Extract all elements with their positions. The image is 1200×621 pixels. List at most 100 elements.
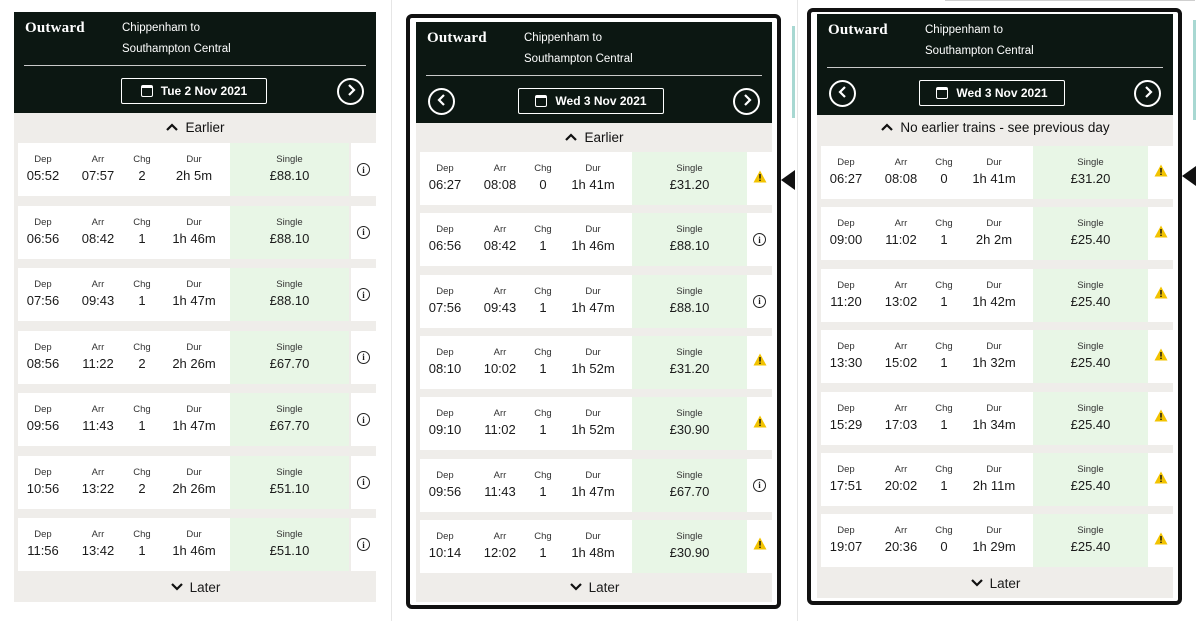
later-trains-link[interactable]: Later — [416, 572, 772, 602]
previous-day-button[interactable] — [829, 80, 856, 107]
journey-row[interactable]: Dep 09:56 Arr 11:43 Chg 1 Dur 1h 47m Single £67.7… — [14, 393, 376, 446]
fare-cell[interactable]: Single £25.40 — [1033, 453, 1148, 506]
date-picker-button[interactable]: Tue 2 Nov 2021 — [121, 78, 267, 104]
fare-cell[interactable]: Single £88.10 — [230, 268, 349, 321]
journey-row[interactable]: Dep 09:00 Arr 11:02 Chg 1 Dur 2h 2m Single £25.40 — [817, 207, 1173, 261]
fare-cell[interactable]: Single £51.10 — [230, 518, 349, 571]
dep-cell: Dep 19:07 — [821, 514, 871, 567]
dep-value: 17:51 — [829, 478, 863, 493]
dur-cell: Dur 1h 41m — [568, 152, 618, 205]
earlier-trains-link[interactable]: Earlier — [416, 123, 772, 151]
date-picker-button[interactable]: Wed 3 Nov 2021 — [919, 80, 1065, 106]
journey-row[interactable]: Dep 10:56 Arr 13:22 Chg 2 Dur 2h 26m Single £51.1… — [14, 455, 376, 509]
fare-cell[interactable]: Single £31.20 — [1033, 146, 1148, 199]
journey-row[interactable]: Dep 05:52 Arr 07:57 Chg 2 Dur 2h 5m Single £88.10… — [14, 143, 376, 196]
fare-cell[interactable]: Single £88.10 — [632, 274, 747, 328]
fare-cell[interactable]: Single £25.40 — [1033, 514, 1148, 568]
journey-row[interactable]: Dep 08:56 Arr 11:22 Chg 2 Dur 2h 26m Single £67.7… — [14, 330, 376, 384]
journey-row[interactable]: Dep 15:29 Arr 17:03 Chg 1 Dur 1h 34m Single £25.4… — [817, 391, 1173, 445]
fare-cell[interactable]: Single £25.40 — [1033, 391, 1148, 445]
journey-info-button[interactable] — [747, 519, 772, 573]
fare-cell[interactable]: Single £25.40 — [1033, 330, 1148, 384]
journey-details — [18, 518, 230, 571]
journey-info-button[interactable] — [1148, 207, 1173, 261]
journey-info-button[interactable] — [1148, 391, 1173, 445]
journey-row[interactable]: Dep 06:27 Arr 08:08 Chg 0 Dur 1h 41m Single £31.2… — [416, 152, 772, 205]
later-label: Later — [989, 575, 1021, 591]
fare-cell[interactable]: Single £67.70 — [230, 330, 349, 384]
chg-label: Chg — [133, 341, 151, 353]
fare-cell[interactable]: Single £67.70 — [632, 458, 747, 512]
journey-row[interactable]: Dep 11:20 Arr 13:02 Chg 1 Dur 1h 42m Single £25.4… — [817, 268, 1173, 322]
journey-info-button[interactable]: i — [351, 455, 376, 509]
journey-info-button[interactable] — [747, 152, 772, 205]
dur-label: Dur — [585, 224, 601, 236]
journey-row[interactable]: Dep 07:56 Arr 09:43 Chg 1 Dur 1h 47m Single £88.1… — [416, 274, 772, 328]
arr-value: 12:02 — [483, 544, 517, 560]
fare-cell[interactable]: Single £30.90 — [632, 397, 747, 451]
arr-cell: Arr 09:43 — [73, 268, 123, 321]
journey-row[interactable]: Dep 09:56 Arr 11:43 Chg 1 Dur 1h 47m Single £67.7… — [416, 458, 772, 512]
next-day-button[interactable] — [733, 88, 760, 115]
journey-row[interactable]: Dep 09:10 Arr 11:02 Chg 1 Dur 1h 52m Single £30.9… — [416, 397, 772, 451]
later-trains-link[interactable]: Later — [14, 572, 376, 602]
journey-row[interactable]: Dep 06:27 Arr 08:08 Chg 0 Dur 1h 41m Single £31.2… — [817, 146, 1173, 199]
journey-row[interactable]: Dep 08:10 Arr 10:02 Chg 1 Dur 1h 52m Single £31.2… — [416, 335, 772, 389]
journey-row[interactable]: Dep 17:51 Arr 20:02 Chg 1 Dur 2h 11m Single £25.4… — [817, 453, 1173, 506]
fare-cell[interactable]: Single £51.10 — [230, 455, 349, 509]
journey-row[interactable]: Dep 13:30 Arr 15:02 Chg 1 Dur 1h 32m Single £25.4… — [817, 330, 1173, 384]
fare-cell[interactable]: Single £25.40 — [1033, 268, 1148, 322]
dep-label: Dep — [436, 224, 454, 236]
earlier-trains-link[interactable]: Earlier — [14, 113, 376, 141]
journey-row[interactable]: Dep 11:56 Arr 13:42 Chg 1 Dur 1h 46m Single £51.1… — [14, 518, 376, 571]
fare-cell[interactable]: Single £88.10 — [632, 213, 747, 267]
journey-info-button[interactable] — [747, 335, 772, 389]
dur-label: Dur — [986, 525, 1002, 537]
chg-label: Chg — [935, 218, 953, 230]
journey-info-button[interactable]: i — [747, 213, 772, 267]
next-day-button[interactable] — [1134, 80, 1161, 107]
journey-row[interactable]: Dep 10:14 Arr 12:02 Chg 1 Dur 1h 48m Single £30.9… — [416, 519, 772, 573]
next-day-button[interactable] — [337, 78, 364, 105]
journey-info-button[interactable]: i — [747, 458, 772, 512]
route-text: Chippenham to Southampton Central — [524, 28, 714, 70]
fare-cell[interactable]: Single £88.10 — [230, 205, 349, 259]
chg-label: Chg — [935, 525, 953, 537]
journey-info-button[interactable]: i — [747, 274, 772, 328]
journey-info-button[interactable] — [1148, 514, 1173, 568]
journey-row[interactable]: Dep 19:07 Arr 20:36 Chg 0 Dur 1h 29m Single £25.4… — [817, 514, 1173, 568]
journey-info-button[interactable]: i — [351, 518, 376, 571]
chg-label: Chg — [534, 163, 552, 174]
fare-cell[interactable]: Single £31.20 — [632, 335, 747, 389]
journey-row[interactable]: Dep 06:56 Arr 08:42 Chg 1 Dur 1h 46m Single £88.1… — [14, 205, 376, 259]
later-label: Later — [189, 579, 221, 595]
journey-row[interactable]: Dep 07:56 Arr 09:43 Chg 1 Dur 1h 47m Single £88.1… — [14, 268, 376, 321]
fare-cell[interactable]: Single £67.70 — [230, 393, 349, 446]
journey-details — [18, 393, 230, 446]
journey-info-button[interactable]: i — [351, 268, 376, 321]
fare-type-label: Single — [1077, 464, 1104, 475]
fare-cell[interactable]: Single £25.40 — [1033, 207, 1148, 261]
journey-info-button[interactable] — [1148, 330, 1173, 384]
journey-info-button[interactable] — [1148, 268, 1173, 322]
fare-cell[interactable]: Single £88.10 — [230, 143, 349, 196]
date-picker-button[interactable]: Wed 3 Nov 2021 — [518, 88, 664, 114]
fare-cell[interactable]: Single £30.90 — [632, 519, 747, 573]
journey-info-button[interactable]: i — [351, 205, 376, 259]
earlier-trains-link[interactable]: No earlier trains - see previous day — [817, 115, 1173, 139]
journey-info-button[interactable]: i — [351, 143, 376, 196]
later-trains-link[interactable]: Later — [817, 568, 1173, 598]
arr-value: 09:43 — [483, 299, 517, 315]
journey-info-button[interactable]: i — [351, 330, 376, 384]
journey-row[interactable]: Dep 06:56 Arr 08:42 Chg 1 Dur 1h 46m Single £88.1… — [416, 213, 772, 267]
journey-details — [18, 330, 230, 384]
journey-info-button[interactable] — [1148, 453, 1173, 506]
fare-cell[interactable]: Single £31.20 — [632, 152, 747, 205]
journey-info-button[interactable] — [747, 397, 772, 451]
outward-title: Outward — [427, 30, 487, 46]
previous-day-button[interactable] — [428, 88, 455, 115]
chg-label: Chg — [935, 157, 953, 168]
journey-info-button[interactable]: i — [351, 393, 376, 446]
journey-info-button[interactable] — [1148, 146, 1173, 199]
fare-price: £25.40 — [1070, 355, 1111, 371]
